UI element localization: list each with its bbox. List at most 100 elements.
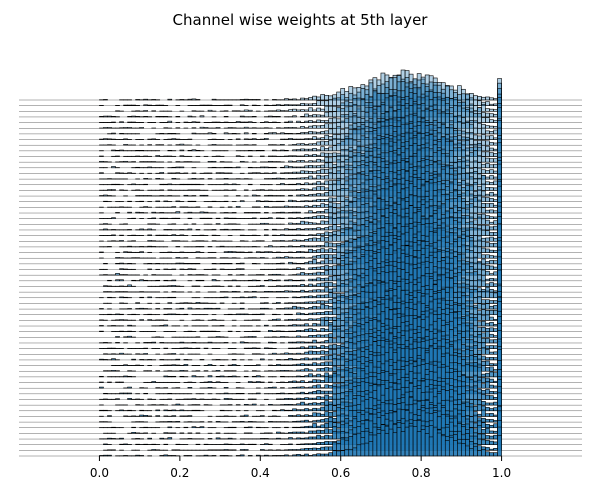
- histogram-bar: [477, 327, 482, 332]
- histogram-bar: [312, 385, 317, 389]
- histogram-bar: [489, 158, 494, 163]
- histogram-bar: [320, 368, 325, 372]
- histogram-bar: [485, 193, 490, 197]
- histogram-bar: [336, 347, 342, 355]
- histogram-bar: [332, 97, 337, 106]
- histogram-bar: [481, 218, 486, 225]
- histogram-bar: [485, 331, 490, 338]
- histogram-bar: [489, 152, 494, 157]
- histogram-bar: [324, 367, 329, 372]
- histogram-bar: [473, 219, 478, 225]
- histogram-bar: [485, 151, 490, 157]
- histogram-bar: [328, 344, 333, 349]
- histogram-bar: [320, 175, 325, 180]
- histogram-bar: [308, 278, 313, 282]
- histogram-bar: [316, 294, 321, 299]
- histogram-bar: [473, 213, 478, 219]
- histogram-bar: [477, 313, 482, 321]
- histogram-bar: [481, 280, 486, 287]
- histogram-bar: [489, 198, 494, 203]
- histogram-bar: [308, 260, 313, 265]
- histogram-bar: [324, 270, 329, 276]
- histogram-bar: [316, 141, 321, 146]
- histogram-bar: [312, 255, 317, 259]
- histogram-bar: [473, 99, 478, 106]
- histogram-bar: [312, 114, 317, 118]
- histogram-bar: [320, 334, 325, 338]
- histogram-bar: [485, 372, 490, 378]
- histogram-bar: [485, 163, 490, 169]
- histogram-bar: [485, 219, 490, 225]
- histogram-bar: [324, 156, 329, 163]
- histogram-bar: [473, 235, 478, 242]
- histogram-bar: [493, 153, 498, 157]
- histogram-bar: [316, 174, 321, 180]
- histogram-bar: [493, 126, 498, 129]
- histogram-bar: [332, 349, 337, 355]
- histogram-bar: [328, 225, 333, 231]
- histogram-bar: [320, 345, 325, 349]
- histogram-bar: [485, 112, 490, 118]
- histogram-bar: [316, 215, 321, 219]
- histogram-bar: [292, 108, 297, 112]
- histogram-bar: [336, 230, 342, 236]
- histogram-bar: [489, 292, 494, 299]
- histogram-bar: [332, 293, 337, 299]
- histogram-bar: [481, 360, 486, 366]
- histogram-bar: [481, 163, 486, 169]
- histogram-bar: [493, 305, 498, 310]
- histogram-bar: [481, 299, 486, 304]
- histogram-bar: [324, 111, 329, 118]
- histogram-bar: [316, 323, 321, 327]
- histogram-bar: [324, 180, 329, 186]
- histogram-bar: [485, 338, 490, 344]
- histogram-bar: [332, 202, 337, 208]
- histogram-bar: [320, 282, 325, 287]
- histogram-bar: [332, 173, 337, 180]
- histogram-bar: [324, 350, 329, 355]
- histogram-bar: [332, 344, 337, 349]
- histogram-bar: [316, 227, 321, 231]
- histogram-bar: [324, 294, 329, 299]
- histogram-bar: [332, 328, 337, 338]
- histogram-bar: [316, 186, 321, 191]
- histogram-bar: [477, 206, 482, 214]
- histogram-bar: [493, 242, 498, 248]
- histogram-bar: [485, 254, 490, 259]
- histogram-bar: [340, 337, 346, 344]
- histogram-bar: [328, 292, 333, 299]
- histogram-bar: [493, 210, 498, 214]
- histogram-bar: [332, 167, 337, 174]
- histogram-bar: [300, 97, 305, 101]
- histogram-bar: [328, 354, 333, 361]
- histogram-bar: [316, 389, 321, 395]
- histogram-bar: [328, 311, 333, 316]
- histogram-bar: [324, 287, 329, 293]
- histogram-bar: [328, 390, 333, 395]
- histogram-bar: [324, 134, 329, 140]
- histogram-bar: [332, 234, 337, 242]
- histogram-bar: [493, 328, 498, 332]
- histogram-bar: [320, 164, 325, 169]
- channel-ridge: [19, 86, 582, 118]
- histogram-bar: [469, 250, 474, 259]
- histogram-bar: [332, 393, 337, 400]
- histogram-bar: [340, 356, 346, 366]
- histogram-bar: [300, 103, 305, 106]
- histogram-bar: [485, 367, 490, 372]
- histogram-bar: [308, 165, 313, 169]
- histogram-bar: [332, 320, 337, 327]
- histogram-bar: [312, 272, 317, 276]
- histogram-bar: [493, 357, 498, 361]
- histogram-bar: [477, 349, 482, 355]
- histogram-bar: [493, 335, 498, 338]
- histogram-bar: [324, 320, 329, 327]
- histogram-bar: [324, 231, 329, 236]
- histogram-bar: [332, 197, 337, 203]
- histogram-bar: [300, 380, 305, 383]
- histogram-bar: [481, 174, 486, 186]
- histogram-bar: [481, 355, 486, 361]
- histogram-bar: [328, 333, 333, 338]
